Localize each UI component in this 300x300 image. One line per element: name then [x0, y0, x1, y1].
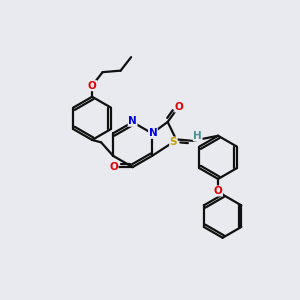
Text: S: S — [169, 137, 177, 147]
Text: O: O — [214, 186, 223, 196]
Text: H: H — [193, 131, 202, 141]
Text: O: O — [88, 81, 97, 91]
Text: N: N — [148, 128, 158, 138]
Text: O: O — [175, 102, 184, 112]
Text: N: N — [128, 116, 137, 126]
Text: O: O — [109, 162, 118, 172]
